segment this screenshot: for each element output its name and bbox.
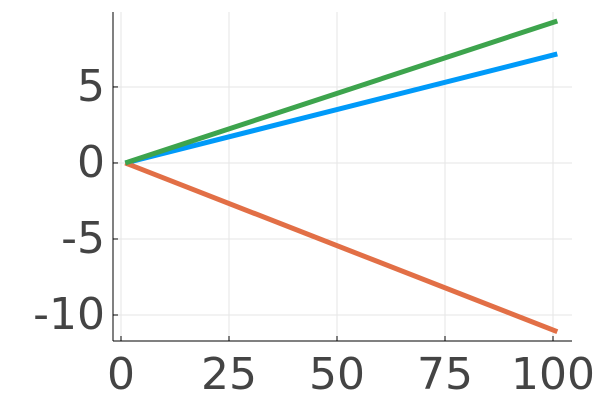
- y-tick-label: -10: [33, 289, 105, 340]
- line-series: [124, 18, 559, 166]
- line-series: [124, 51, 558, 166]
- x-tick-label: 0: [107, 349, 135, 400]
- line-series: [124, 160, 559, 335]
- x-tick-label: 75: [417, 349, 473, 400]
- y-tick-label: 5: [77, 61, 105, 112]
- x-tick-label: 100: [511, 349, 595, 400]
- y-tick-label: 0: [77, 137, 105, 188]
- x-tick-label: 50: [309, 349, 365, 400]
- x-tick-label: 25: [201, 349, 257, 400]
- y-tick-label: -5: [61, 213, 105, 264]
